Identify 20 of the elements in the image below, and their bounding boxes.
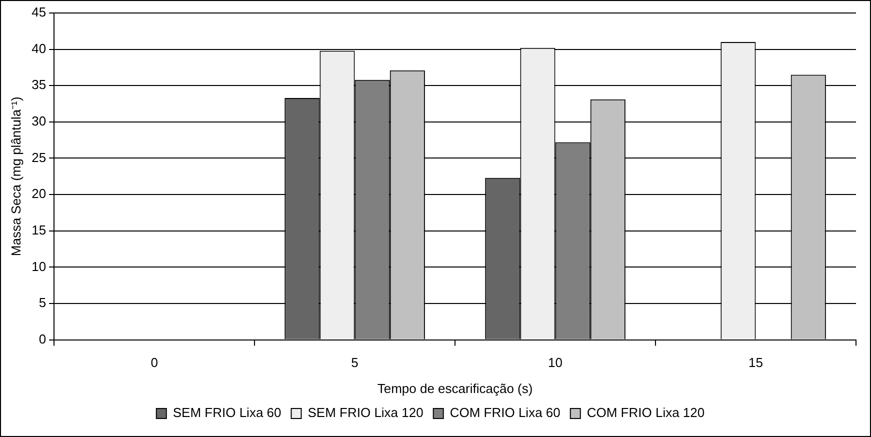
x-axis-title: Tempo de escarificação (s) <box>377 380 533 396</box>
x-tick-label: 15 <box>748 355 763 370</box>
y-tick-label: 20 <box>32 186 46 202</box>
y-tick-label: 5 <box>38 295 46 310</box>
x-tick-label: 10 <box>548 355 563 370</box>
y-tick-label: 30 <box>32 114 46 129</box>
legend-label: COM FRIO Lixa 120 <box>586 405 705 420</box>
legend-label: COM FRIO Lixa 60 <box>450 405 560 420</box>
legend-label: SEM FRIO Lixa 120 <box>308 405 424 420</box>
x-tick-label: 0 <box>150 355 158 370</box>
y-tick-label: 35 <box>32 77 46 92</box>
x-tick-label: 5 <box>351 355 358 370</box>
y-axis-title: Massa Seca (mg plântula⁻¹) <box>8 96 24 256</box>
y-tick-label: 15 <box>32 222 46 238</box>
legend-label: SEM FRIO Lixa 60 <box>172 405 282 420</box>
y-tick-label: 0 <box>38 331 46 346</box>
y-tick-label: 10 <box>32 258 46 274</box>
y-tick-label: 45 <box>32 4 46 20</box>
y-tick-label: 40 <box>32 40 46 56</box>
y-tick-label: 25 <box>32 150 46 165</box>
